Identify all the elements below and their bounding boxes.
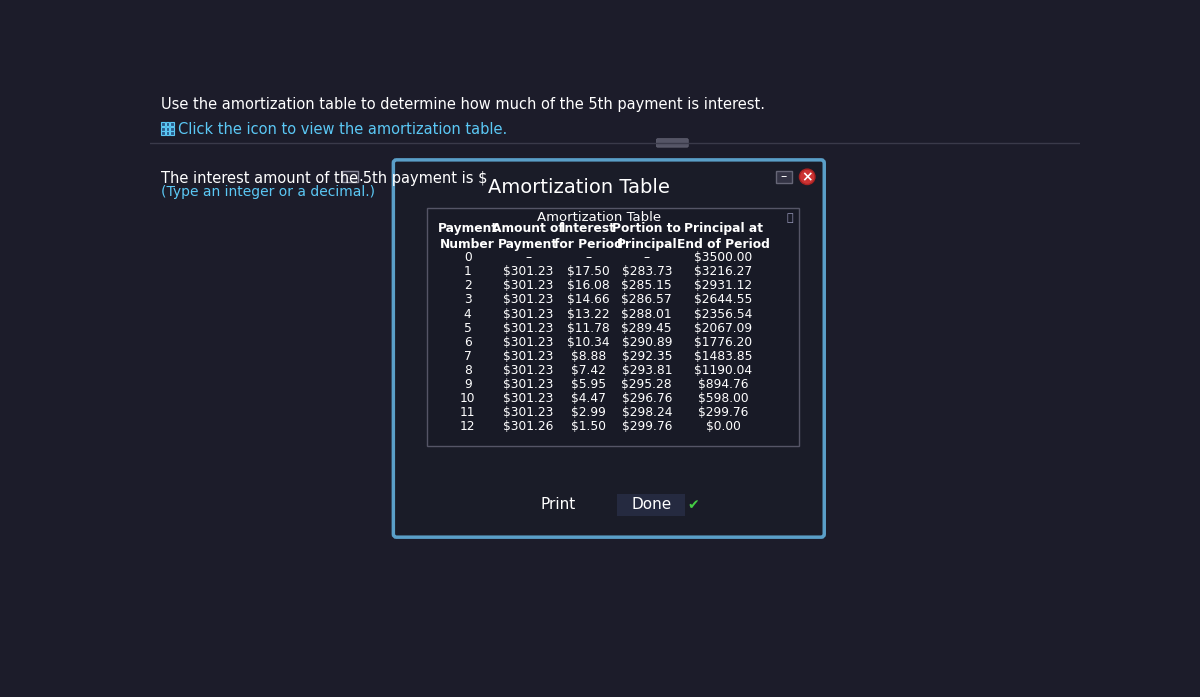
Bar bbox=[427, 208, 799, 446]
Text: $16.08: $16.08 bbox=[568, 279, 610, 292]
Bar bbox=[161, 122, 164, 126]
Text: 3: 3 bbox=[464, 293, 472, 307]
Text: $283.73: $283.73 bbox=[622, 266, 672, 278]
Text: $5.95: $5.95 bbox=[571, 378, 606, 391]
Text: Done: Done bbox=[631, 498, 671, 512]
Text: Click the icon to view the amortization table.: Click the icon to view the amortization … bbox=[178, 121, 508, 137]
Text: $14.66: $14.66 bbox=[568, 293, 610, 307]
Text: $290.89: $290.89 bbox=[622, 336, 672, 348]
Bar bbox=[166, 122, 169, 126]
Text: $8.88: $8.88 bbox=[571, 350, 606, 363]
Text: 8: 8 bbox=[464, 364, 472, 377]
Text: $292.35: $292.35 bbox=[622, 350, 672, 363]
Text: $894.76: $894.76 bbox=[698, 378, 749, 391]
Text: Amount of
Payment: Amount of Payment bbox=[492, 222, 564, 252]
Text: $301.23: $301.23 bbox=[503, 336, 553, 348]
Text: $288.01: $288.01 bbox=[622, 307, 672, 321]
Text: $2356.54: $2356.54 bbox=[695, 307, 752, 321]
Bar bbox=[166, 131, 169, 135]
Text: $4.47: $4.47 bbox=[571, 392, 606, 405]
Text: 5: 5 bbox=[464, 321, 472, 335]
Text: –: – bbox=[643, 251, 650, 264]
Text: –: – bbox=[781, 170, 787, 183]
Text: $301.23: $301.23 bbox=[503, 279, 553, 292]
Text: Use the amortization table to determine how much of the 5th payment is interest.: Use the amortization table to determine … bbox=[161, 98, 764, 112]
Text: 0: 0 bbox=[464, 251, 472, 264]
Text: $301.23: $301.23 bbox=[503, 378, 553, 391]
Text: 12: 12 bbox=[460, 420, 475, 434]
Text: Payment
Number: Payment Number bbox=[438, 222, 498, 252]
Text: $301.23: $301.23 bbox=[503, 307, 553, 321]
Text: $285.15: $285.15 bbox=[622, 279, 672, 292]
Text: 11: 11 bbox=[460, 406, 475, 419]
Bar bbox=[166, 127, 169, 130]
Text: $598.00: $598.00 bbox=[698, 392, 749, 405]
Text: $301.23: $301.23 bbox=[503, 392, 553, 405]
Bar bbox=[342, 171, 358, 182]
Text: ⎙: ⎙ bbox=[787, 213, 793, 222]
Text: –: – bbox=[586, 251, 592, 264]
Bar bbox=[170, 127, 174, 130]
Text: 4: 4 bbox=[464, 307, 472, 321]
Text: $1.50: $1.50 bbox=[571, 420, 606, 434]
Text: 6: 6 bbox=[464, 336, 472, 348]
FancyBboxPatch shape bbox=[656, 139, 689, 147]
Text: $298.24: $298.24 bbox=[622, 406, 672, 419]
Bar bbox=[170, 131, 174, 135]
Bar bbox=[776, 171, 792, 183]
Text: Principal at
End of Period: Principal at End of Period bbox=[677, 222, 770, 252]
Text: $17.50: $17.50 bbox=[568, 266, 610, 278]
Text: $301.23: $301.23 bbox=[503, 364, 553, 377]
Text: $1483.85: $1483.85 bbox=[695, 350, 752, 363]
Text: Amortization Table: Amortization Table bbox=[536, 211, 661, 224]
Text: $289.45: $289.45 bbox=[622, 321, 672, 335]
Text: $13.22: $13.22 bbox=[568, 307, 610, 321]
Text: $286.57: $286.57 bbox=[622, 293, 672, 307]
Text: $296.76: $296.76 bbox=[622, 392, 672, 405]
Circle shape bbox=[799, 169, 815, 185]
FancyBboxPatch shape bbox=[394, 160, 824, 537]
Text: Amortization Table: Amortization Table bbox=[488, 178, 670, 197]
Text: The interest amount of the 5th payment is $: The interest amount of the 5th payment i… bbox=[161, 171, 487, 185]
Text: $301.23: $301.23 bbox=[503, 406, 553, 419]
Text: $301.23: $301.23 bbox=[503, 293, 553, 307]
Bar bbox=[170, 122, 174, 126]
Text: $295.28: $295.28 bbox=[622, 378, 672, 391]
Text: $2.99: $2.99 bbox=[571, 406, 606, 419]
Text: $11.78: $11.78 bbox=[568, 321, 610, 335]
Text: $299.76: $299.76 bbox=[698, 406, 749, 419]
Bar bbox=[617, 494, 685, 516]
Text: 10: 10 bbox=[460, 392, 475, 405]
Text: $301.23: $301.23 bbox=[503, 350, 553, 363]
Text: ✔: ✔ bbox=[688, 498, 698, 512]
Text: 7: 7 bbox=[464, 350, 472, 363]
Text: $301.23: $301.23 bbox=[503, 266, 553, 278]
Bar bbox=[161, 131, 164, 135]
Text: Portion to
Principal: Portion to Principal bbox=[612, 222, 682, 252]
Text: $7.42: $7.42 bbox=[571, 364, 606, 377]
Text: 1: 1 bbox=[464, 266, 472, 278]
Text: ×: × bbox=[802, 170, 814, 184]
Text: .: . bbox=[359, 169, 364, 184]
Text: (Type an integer or a decimal.): (Type an integer or a decimal.) bbox=[161, 185, 374, 199]
Bar bbox=[161, 127, 164, 130]
Text: $299.76: $299.76 bbox=[622, 420, 672, 434]
Text: $301.26: $301.26 bbox=[503, 420, 553, 434]
Text: –: – bbox=[526, 251, 532, 264]
Text: $0.00: $0.00 bbox=[706, 420, 740, 434]
Text: $2931.12: $2931.12 bbox=[695, 279, 752, 292]
Text: Print: Print bbox=[540, 498, 576, 512]
Text: 2: 2 bbox=[464, 279, 472, 292]
Text: $3500.00: $3500.00 bbox=[695, 251, 752, 264]
Text: $301.23: $301.23 bbox=[503, 321, 553, 335]
Text: $10.34: $10.34 bbox=[568, 336, 610, 348]
Text: $293.81: $293.81 bbox=[622, 364, 672, 377]
Text: $3216.27: $3216.27 bbox=[695, 266, 752, 278]
Text: Interest
for Period: Interest for Period bbox=[554, 222, 623, 252]
Text: $2067.09: $2067.09 bbox=[695, 321, 752, 335]
Text: $1776.20: $1776.20 bbox=[695, 336, 752, 348]
Text: 9: 9 bbox=[464, 378, 472, 391]
Text: $2644.55: $2644.55 bbox=[695, 293, 752, 307]
Text: $1190.04: $1190.04 bbox=[695, 364, 752, 377]
